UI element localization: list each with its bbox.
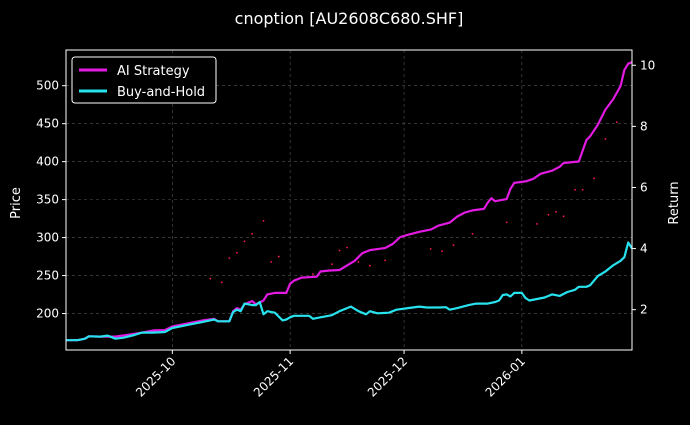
price-point <box>429 248 432 250</box>
price-point <box>505 221 508 224</box>
series-layer <box>66 61 633 342</box>
y-tick-label: 400 <box>36 155 59 169</box>
price-point <box>441 250 443 253</box>
y2-tick-label: 8 <box>640 119 648 133</box>
price-point <box>262 219 265 222</box>
price-point <box>562 215 565 218</box>
y2-tick-label: 10 <box>640 58 655 72</box>
chart-title: cnoption [AU2608C680.SHF] <box>235 9 464 28</box>
y2-axis-label: Return <box>667 181 682 224</box>
legend-box <box>71 56 217 104</box>
price-point <box>346 246 349 249</box>
y2-tick-label: 4 <box>640 242 648 256</box>
price-point <box>220 281 223 284</box>
price-point <box>536 223 538 225</box>
series-line-buy-and-hold <box>66 241 633 342</box>
price-point <box>243 240 246 243</box>
y2-tick-label: 6 <box>640 180 648 194</box>
price-point <box>251 232 254 235</box>
price-point <box>331 263 333 266</box>
price-point <box>338 249 341 252</box>
y-tick-label: 250 <box>36 269 59 283</box>
y-tick-label: 500 <box>36 79 59 93</box>
price-point <box>471 232 474 235</box>
price-point <box>209 277 212 280</box>
price-point <box>593 177 595 180</box>
price-point <box>236 251 238 254</box>
y-tick-label: 450 <box>36 117 59 131</box>
legend-label-ai-strategy: AI Strategy <box>117 64 190 79</box>
y2-tick-label: 2 <box>640 303 648 317</box>
price-point <box>270 260 273 263</box>
y-axis-label: Price <box>9 187 24 219</box>
price-point <box>604 137 607 140</box>
price-point <box>228 257 231 260</box>
legend-label-buy-and-hold: Buy-and-Hold <box>117 85 205 100</box>
price-point <box>357 260 360 263</box>
price-point <box>547 213 550 216</box>
price-point <box>312 273 314 275</box>
price-point <box>574 188 576 191</box>
y-tick-label: 200 <box>36 307 59 321</box>
y-tick-label: 350 <box>36 193 59 207</box>
series-line-ai-strategy <box>66 61 633 342</box>
price-point <box>615 121 618 124</box>
price-point <box>581 188 584 191</box>
y-tick-label: 300 <box>36 231 59 245</box>
price-point <box>277 255 280 258</box>
price-point <box>452 244 455 247</box>
price-point <box>555 210 557 213</box>
price-point <box>368 264 371 267</box>
scatter-layer <box>209 63 630 284</box>
price-point <box>384 259 386 262</box>
legend: AI Strategy Buy-and-Hold <box>71 56 217 104</box>
